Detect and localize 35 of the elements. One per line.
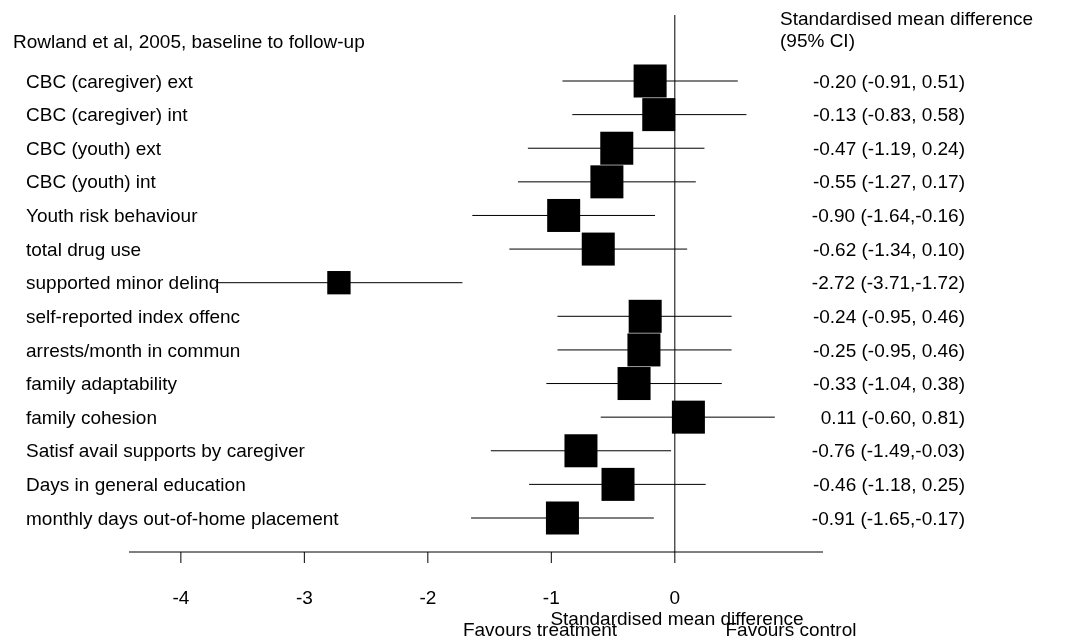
y-tick-label: CBC (youth) int: [26, 171, 157, 193]
data-label: -0.91 (-1.65,-0.17): [811, 507, 965, 529]
y-tick-label: self-reported index offenc: [26, 305, 241, 327]
data-label: -0.13 (-0.83, 0.58): [812, 104, 965, 126]
y-tick-label: total drug use: [26, 238, 142, 260]
data-label: -0.25 (-0.95, 0.46): [812, 339, 965, 361]
y-tick-label: CBC (caregiver) ext: [26, 70, 194, 92]
data-label: -0.62 (-1.34, 0.10): [812, 238, 965, 260]
y-tick-label: Satisf avail supports by caregiver: [26, 440, 306, 462]
data-label: -0.47 (-1.19, 0.24): [812, 137, 965, 159]
y-tick-label: CBC (caregiver) int: [26, 104, 189, 126]
y-tick-label: Days in general education: [26, 474, 246, 496]
x-tick-label: -2: [419, 586, 437, 608]
data-label: 0.11 (-0.60, 0.81): [820, 406, 965, 428]
y-tick-label: family cohesion: [26, 406, 157, 428]
y-tick-label: arrests/month in commun: [26, 339, 241, 361]
y-tick-label: family adaptability: [26, 373, 178, 395]
data-label: -0.55 (-1.27, 0.17): [812, 171, 965, 193]
data-label: -0.76 (-1.49,-0.03): [811, 440, 965, 462]
y-tick-label: CBC (youth) ext: [26, 137, 162, 159]
chart-title: Rowland et al, 2005, baseline to follow-up: [13, 30, 365, 52]
data-label: -2.72 (-3.71,-1.72): [811, 272, 965, 294]
y-tick-label: supported minor delinq: [26, 272, 220, 294]
data-label: -0.33 (-1.04, 0.38): [812, 373, 965, 395]
text: Standardised mean difference (95% CI): [780, 7, 1034, 51]
x-tick-label: -1: [542, 586, 560, 608]
y-tick-label: Youth risk behaviour: [26, 205, 199, 227]
data-label: -0.20 (-0.91, 0.51): [812, 70, 965, 92]
data-label: -0.46 (-1.18, 0.25): [812, 474, 965, 496]
x-tick-label: -3: [295, 586, 313, 608]
y-tick-label: monthly days out-of-home placement: [26, 507, 340, 529]
data-label: -0.90 (-1.64,-0.16): [811, 205, 965, 227]
x-tick-label: 0: [669, 586, 681, 608]
data-label: -0.24 (-0.95, 0.46): [812, 305, 965, 327]
x-tick-label: -4: [172, 586, 190, 608]
